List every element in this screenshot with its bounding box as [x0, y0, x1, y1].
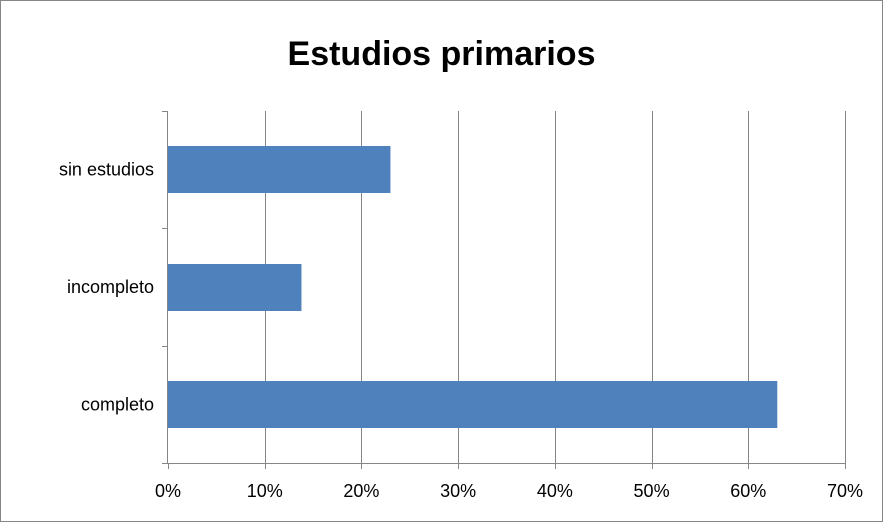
category-label: incompleto [67, 277, 154, 297]
x-tick-label: 0% [155, 481, 181, 501]
x-tick-label: 40% [537, 481, 573, 501]
category-label: completo [81, 394, 154, 414]
x-tick-label: 70% [827, 481, 863, 501]
x-tick-label: 10% [247, 481, 283, 501]
x-tick-label: 20% [343, 481, 379, 501]
category-label: sin estudios [59, 160, 154, 180]
x-tick-label: 50% [634, 481, 670, 501]
chart-title: Estudios primarios [287, 35, 596, 73]
x-tick-label: 30% [440, 481, 476, 501]
x-tick-label: 60% [730, 481, 766, 501]
bar-sin-estudios [168, 146, 391, 193]
bar-completo [168, 381, 778, 428]
bar-incompleto [168, 264, 302, 311]
